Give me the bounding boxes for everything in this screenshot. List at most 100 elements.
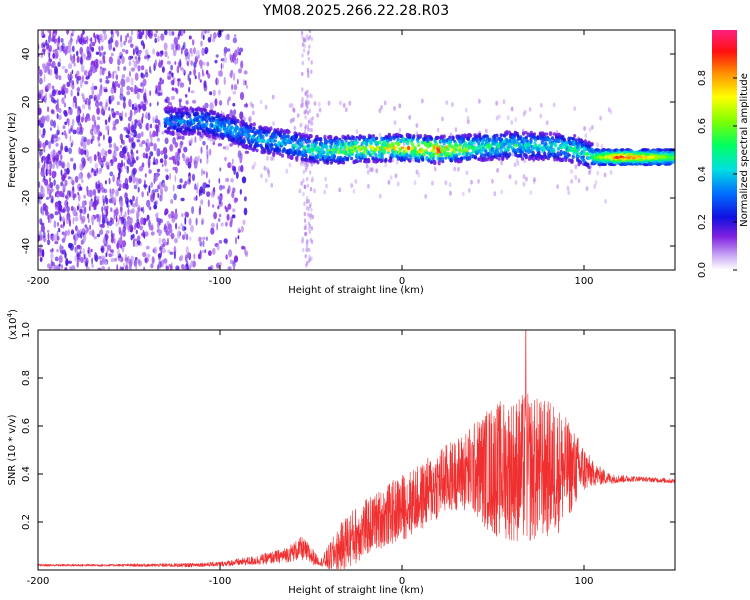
spectrogram-noise-cell — [144, 231, 149, 237]
spectrogram-noise-cell — [199, 241, 202, 247]
spectrogram-noise-cell — [78, 172, 82, 180]
spectrogram-noise-cell — [470, 179, 473, 185]
spectrogram-noise-cell — [43, 237, 47, 243]
spectrogram-noise-cell — [204, 30, 207, 34]
spectrogram-ridge-cell — [422, 152, 426, 157]
spectrogram-noise-cell — [74, 233, 79, 241]
spectrogram-ridge-cell — [191, 108, 195, 113]
spectrogram-noise-cell — [157, 35, 160, 43]
spectrogram-noise-cell — [180, 197, 185, 202]
spectrogram-noise-cell — [182, 44, 185, 51]
spectrogram-noise-cell — [160, 33, 165, 41]
spectrogram-noise-cell — [149, 90, 152, 97]
spectrogram-noise-cell — [153, 192, 155, 201]
spectrogram-noise-cell — [134, 106, 138, 111]
spectrogram-noise-cell — [159, 158, 164, 164]
spectrogram-noise-cell — [58, 207, 61, 215]
spectrogram-noise-cell — [441, 116, 444, 122]
spectrogram-noise-cell — [65, 193, 69, 201]
spectrogram-ridge-cell — [473, 154, 478, 160]
spectrogram-noise-cell — [201, 47, 205, 56]
spectrogram-noise-cell — [214, 59, 218, 64]
spectrogram-noise-cell — [118, 257, 122, 262]
spectrogram-noise-cell — [238, 165, 241, 172]
spectrogram-noise-cell — [303, 43, 306, 49]
spectrogram-noise-cell — [222, 62, 225, 69]
spectrogram-noise-cell — [232, 37, 238, 44]
spectrogram-noise-cell — [181, 234, 186, 240]
spectrogram-noise-cell — [64, 168, 66, 172]
spectrogram-noise-cell — [55, 154, 60, 163]
spectrogram-noise-cell — [110, 258, 115, 263]
spectrogram-noise-cell — [433, 166, 437, 172]
spectrogram-noise-cell — [149, 151, 154, 157]
spectrogram-ridge-cell — [199, 107, 204, 111]
spectrogram-noise-cell — [238, 51, 242, 56]
spectrogram-noise-cell — [56, 104, 59, 109]
spectrogram-noise-cell — [108, 220, 113, 227]
spectrogram-noise-cell — [235, 171, 239, 179]
spectrogram-ridge-cell — [280, 153, 285, 158]
spectrogram-noise-cell — [122, 182, 126, 189]
spectrogram-noise-cell — [234, 60, 238, 65]
spectrogram-noise-cell — [179, 178, 183, 183]
spectrogram-ridge-cell — [508, 152, 512, 157]
spectrogram-noise-cell — [84, 36, 87, 41]
spectrogram-noise-cell — [139, 88, 144, 94]
spectrogram-noise-cell — [227, 162, 232, 169]
spectrogram-noise-cell — [76, 229, 81, 234]
spectrogram-ridge-cell — [278, 147, 282, 152]
snr-scale-suffix: ) — [8, 309, 19, 313]
spectrogram-noise-cell — [198, 188, 201, 197]
spectrogram-noise-cell — [69, 243, 74, 251]
spectrogram-noise-cell — [83, 149, 87, 155]
spectrogram-noise-cell — [495, 100, 499, 106]
spectrogram-noise-cell — [301, 60, 304, 66]
spectrogram-ridge-cell — [304, 153, 308, 158]
snr-frame — [37, 329, 676, 571]
spectrogram-noise-cell — [225, 221, 228, 227]
spectrogram-noise-cell — [150, 135, 153, 144]
spectrogram-ridge-cell — [269, 126, 273, 131]
spectrogram-noise-cell — [60, 224, 62, 229]
spectrogram-ridge-cell — [223, 123, 227, 128]
spectrogram-noise-cell — [202, 188, 206, 195]
spectrogram-noise-cell — [502, 99, 506, 105]
spectrogram-noise-cell — [304, 125, 307, 131]
spectrogram-ridge-cell — [417, 158, 421, 163]
spectrogram-ridge-cell — [384, 157, 388, 162]
spectrogram-noise-cell — [58, 35, 61, 45]
spectrogram-noise-cell — [200, 146, 203, 154]
spectrogram-ridge-cell — [205, 119, 209, 123]
spectrogram-noise-cell — [137, 133, 140, 138]
spectrogram-ridge-cell — [236, 119, 240, 124]
spectrogram-noise-cell — [234, 34, 237, 38]
spectrogram-noise-cell — [152, 116, 155, 124]
spectrogram-noise-cell — [70, 128, 73, 132]
spectrogram-ridge-cell — [465, 153, 469, 158]
spectrogram-noise-cell — [109, 249, 114, 253]
spectrogram-noise-cell — [145, 33, 148, 40]
spectrogram-noise-cell — [105, 79, 110, 84]
spectrogram-noise-cell — [160, 59, 164, 66]
spectrogram-noise-cell — [90, 168, 93, 174]
spectrogram-noise-cell — [383, 100, 387, 106]
spectrogram-noise-cell — [129, 224, 134, 233]
spectrogram-noise-cell — [129, 70, 131, 77]
spectrogram-noise-cell — [206, 30, 210, 34]
spectrogram-ridge-cell — [363, 154, 367, 159]
spectrogram-noise-cell — [111, 218, 115, 225]
spectrogram-noise-cell — [306, 110, 310, 115]
spectrogram-ridge-cell — [252, 122, 256, 127]
spectrogram-noise-cell — [198, 155, 200, 162]
spectrogram-noise-cell — [83, 194, 86, 199]
spectrogram-noise-cell — [127, 122, 131, 131]
spectrogram-noise-cell — [238, 155, 243, 161]
spectrogram-noise-cell — [145, 152, 148, 159]
spectrogram-noise-cell — [415, 123, 419, 128]
spectrogram-noise-cell — [130, 30, 134, 36]
spectrogram-ridge-cell — [306, 144, 310, 148]
spectrogram-noise-cell — [142, 152, 146, 159]
spectrogram-noise-cell — [107, 124, 110, 131]
